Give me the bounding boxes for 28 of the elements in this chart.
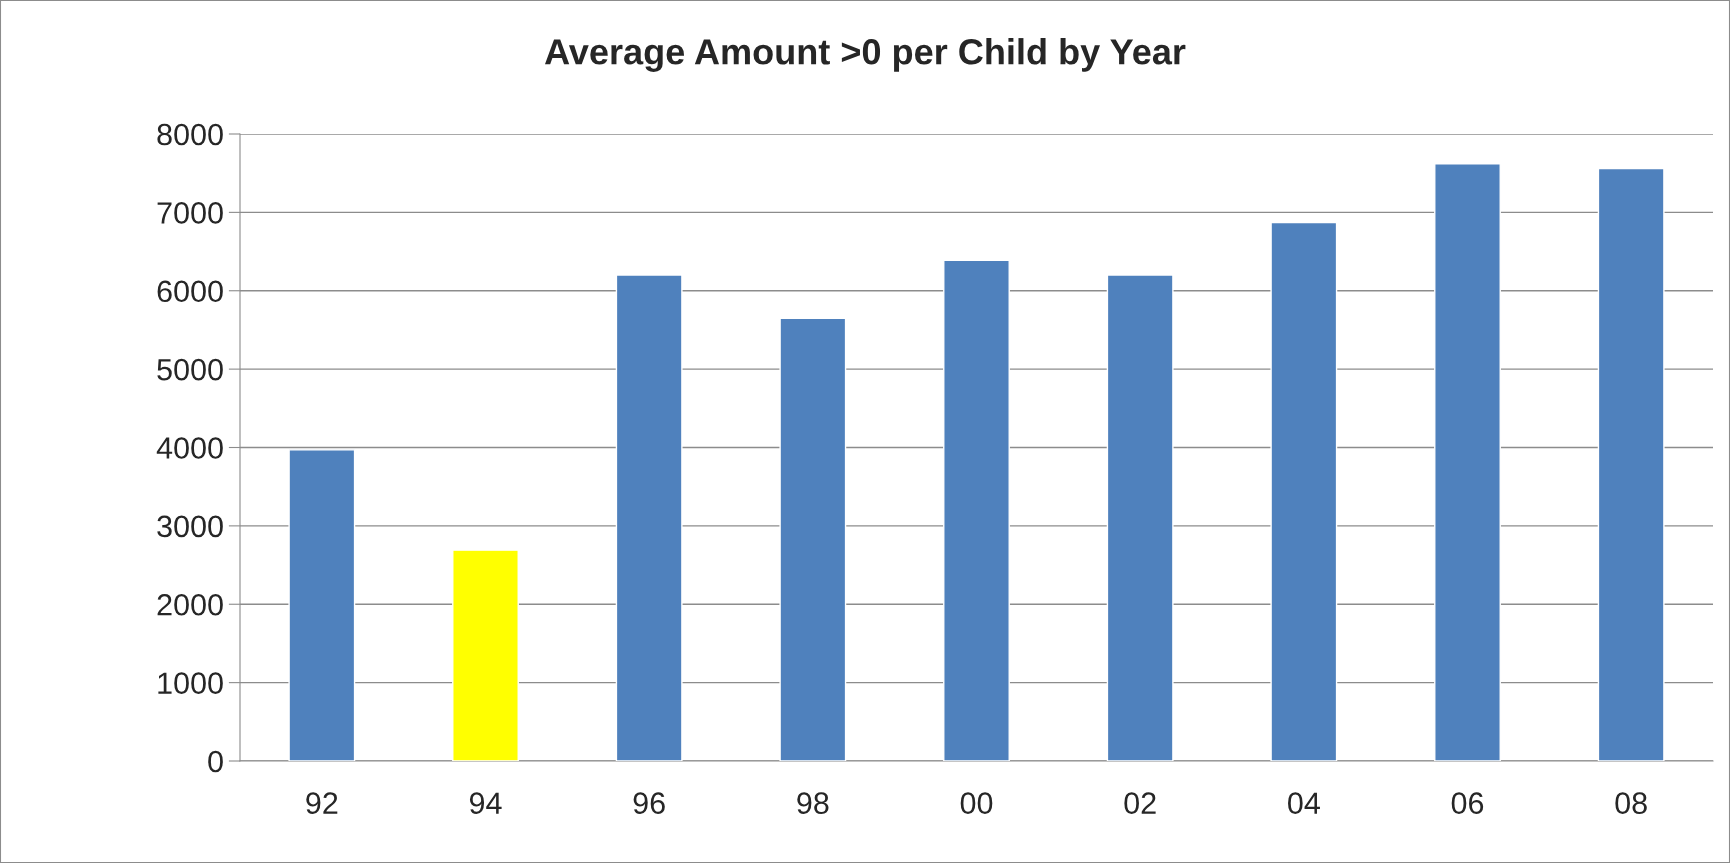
x-tick-label: 94 — [469, 792, 502, 814]
bar — [288, 449, 356, 761]
bar — [1597, 167, 1665, 761]
y-tick-label: 4000 — [156, 437, 223, 459]
bar — [452, 549, 519, 761]
chart-title: Average Amount >0 per Child by Year — [544, 38, 1186, 72]
bar — [943, 259, 1010, 761]
y-tick-label: 3000 — [157, 515, 223, 538]
bar — [779, 317, 847, 761]
x-tick-label: 04 — [1288, 792, 1320, 814]
x-tick-label: 96 — [633, 792, 665, 814]
x-tick-label: 06 — [1451, 792, 1484, 814]
bar — [615, 274, 683, 761]
x-tick-label: 02 — [1124, 792, 1156, 814]
y-tick-label: 2000 — [157, 593, 223, 616]
x-tick-label: 00 — [960, 792, 993, 814]
y-tick-label: 8000 — [157, 123, 223, 146]
bar — [1434, 163, 1501, 761]
y-tick-label: 5000 — [157, 358, 223, 381]
bar — [1270, 221, 1338, 761]
x-tick-label: 92 — [306, 792, 338, 814]
y-tick-label: 0 — [208, 750, 223, 773]
y-tick-label: 7000 — [157, 202, 223, 224]
x-tick-label: 98 — [797, 792, 829, 814]
x-tick-label: 08 — [1615, 792, 1647, 814]
y-tick-label: 1000 — [158, 672, 223, 694]
bar — [1106, 274, 1174, 761]
y-tick-label: 6000 — [157, 280, 223, 303]
